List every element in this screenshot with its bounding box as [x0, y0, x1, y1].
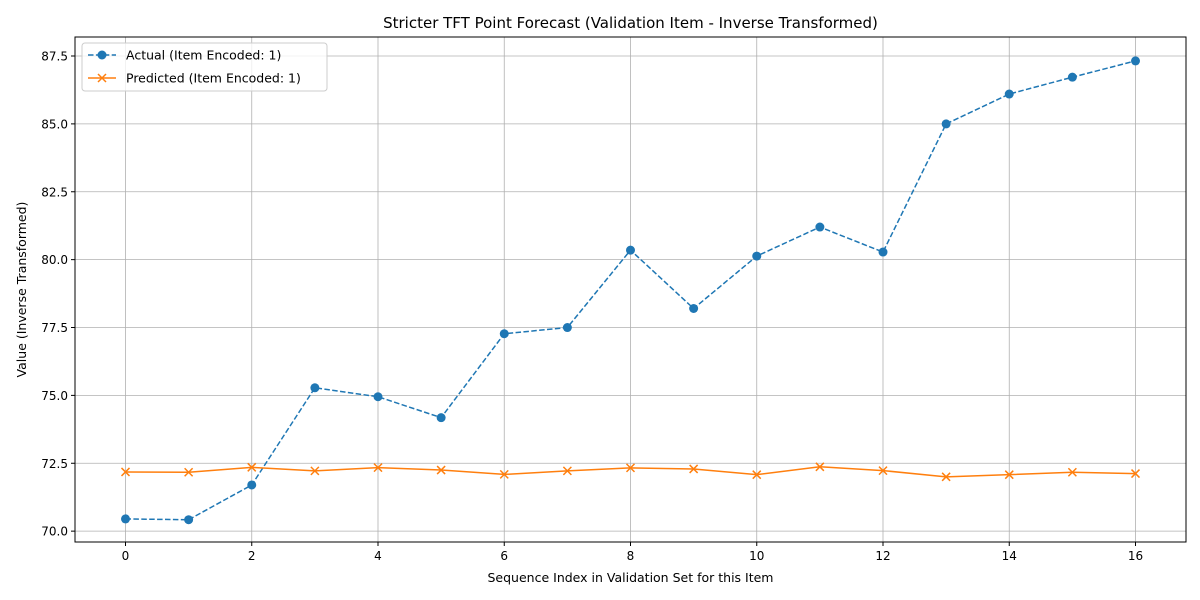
data-point	[184, 467, 194, 477]
series-lines	[120, 56, 1141, 525]
data-point	[941, 472, 951, 482]
data-point	[562, 466, 572, 476]
x-tick-label: 0	[122, 549, 130, 563]
x-tick-label: 14	[1002, 549, 1017, 563]
data-point	[436, 465, 446, 475]
data-point	[1004, 89, 1014, 99]
chart-title: Stricter TFT Point Forecast (Validation …	[383, 14, 878, 32]
data-point	[247, 462, 257, 472]
data-point	[247, 480, 257, 490]
legend-predicted-marker	[97, 73, 107, 83]
y-tick-label: 75.0	[41, 389, 68, 403]
data-point	[310, 383, 320, 393]
x-tick-label: 4	[374, 549, 382, 563]
y-tick-label: 82.5	[41, 185, 68, 199]
axis-ticks: 0 2 4 6 8 10 12 14 16 70.0 72.5 75.0 77.5 80.0 82.5 85.…	[41, 50, 1143, 563]
data-point	[436, 413, 446, 423]
data-point	[1131, 56, 1140, 66]
data-point	[1130, 469, 1141, 479]
y-tick-label: 85.0	[41, 117, 68, 131]
data-point	[562, 323, 572, 333]
data-point	[878, 247, 888, 257]
x-axis-label: Sequence Index in Validation Set for thi…	[488, 570, 774, 585]
x-tick-label: 2	[248, 549, 256, 563]
data-point	[878, 466, 888, 476]
data-point	[1067, 467, 1077, 477]
data-point	[941, 119, 951, 129]
legend-predicted-label: Predicted (Item Encoded: 1)	[126, 71, 301, 86]
y-tick-label: 70.0	[41, 525, 68, 539]
data-point	[310, 466, 320, 476]
legend: Actual (Item Encoded: 1) Predicted (Item…	[81, 42, 328, 92]
series-actual	[121, 56, 1140, 525]
data-point	[1004, 470, 1014, 480]
series-predicted	[120, 462, 1141, 482]
data-point	[689, 464, 699, 474]
data-point	[625, 463, 636, 473]
grid-lines	[75, 37, 1186, 542]
legend-actual-label: Actual (Item Encoded: 1)	[126, 48, 281, 63]
x-tick-label: 10	[749, 549, 764, 563]
y-tick-label: 80.0	[41, 253, 68, 267]
data-point	[373, 463, 383, 473]
y-tick-label: 87.5	[41, 50, 68, 64]
x-tick-label: 16	[1128, 549, 1143, 563]
x-tick-label: 8	[627, 549, 635, 563]
data-point	[752, 251, 762, 261]
data-point	[499, 329, 509, 339]
data-point	[752, 470, 762, 480]
data-point	[815, 462, 825, 472]
data-point	[120, 467, 131, 477]
data-point	[815, 222, 825, 232]
data-point	[499, 469, 509, 479]
x-tick-label: 12	[875, 549, 890, 563]
y-tick-label: 72.5	[41, 457, 68, 471]
data-point	[121, 514, 130, 524]
legend-box	[81, 42, 328, 92]
legend-actual-marker	[97, 50, 107, 60]
data-point	[689, 304, 699, 314]
y-tick-label: 77.5	[41, 321, 68, 335]
y-axis-label: Value (Inverse Transformed)	[14, 202, 29, 378]
data-point	[184, 515, 194, 525]
data-point	[1067, 72, 1077, 82]
x-tick-label: 6	[500, 549, 508, 563]
data-point	[626, 245, 635, 255]
data-point	[373, 392, 383, 402]
